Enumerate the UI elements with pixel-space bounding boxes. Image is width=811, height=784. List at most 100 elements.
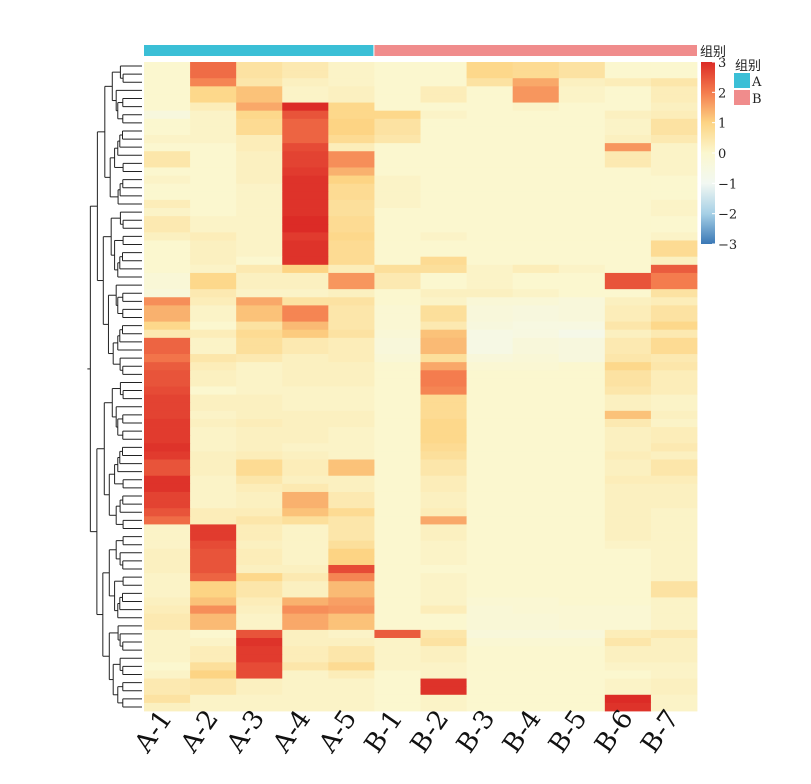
heatmap-cell [512, 305, 560, 314]
heatmap-cell [604, 94, 652, 103]
heatmap-cell [374, 386, 421, 396]
heatmap-cell [650, 524, 698, 533]
heatmap-cell [604, 70, 652, 79]
heatmap-cell [466, 573, 514, 582]
heatmap-cell [282, 256, 329, 266]
heatmap-cell [420, 183, 467, 193]
heatmap-cell [190, 589, 237, 598]
heatmap-cell [374, 694, 421, 704]
heatmap-cell [420, 621, 467, 631]
heatmap-cell [144, 159, 191, 168]
heatmap-cells [144, 62, 698, 712]
heatmap-cell [190, 402, 237, 412]
heatmap-cell [144, 654, 191, 663]
heatmap-cell [190, 540, 237, 550]
heatmap-cell [420, 143, 467, 152]
heatmap-cell [328, 86, 375, 95]
heatmap-cell [144, 694, 191, 704]
heatmap-cell [374, 394, 421, 404]
heatmap-cell [282, 370, 329, 379]
heatmap-cell [236, 589, 283, 598]
heatmap-cell [190, 159, 237, 168]
heatmap-cell [190, 289, 237, 298]
heatmap-cell [236, 670, 283, 679]
heatmap-cell [558, 670, 606, 679]
heatmap-cell [374, 581, 421, 590]
heatmap-cell [558, 126, 606, 136]
heatmap-cell [374, 240, 421, 249]
heatmap-cell [466, 605, 514, 615]
heatmap-cell [604, 483, 652, 493]
heatmap-cell [144, 305, 191, 314]
heatmap-cell [144, 491, 191, 501]
heatmap-cell [374, 370, 421, 379]
heatmap-cell [650, 264, 698, 274]
heatmap-cell [190, 232, 237, 241]
heatmap-cell [282, 394, 329, 404]
heatmap-cell [236, 573, 283, 582]
heatmap-cell [604, 256, 652, 266]
heatmap-cell [466, 264, 514, 274]
heatmap-cell [466, 281, 514, 290]
heatmap-cell [282, 329, 329, 339]
heatmap-cell [374, 362, 421, 371]
heatmap-cell [420, 313, 467, 322]
heatmap-cell [190, 581, 237, 590]
heatmap-cell [512, 313, 560, 322]
heatmap-cell [558, 410, 606, 420]
heatmap-cell [144, 135, 191, 144]
heatmap-cell [650, 459, 698, 469]
heatmap-cell [604, 410, 652, 420]
heatmap-cell [512, 443, 560, 452]
heatmap-cell [420, 597, 467, 606]
heatmap-cell [190, 686, 237, 696]
heatmap-cell [558, 272, 606, 282]
heatmap-cell [328, 362, 375, 371]
heatmap-cell [604, 581, 652, 590]
heatmap-cell [558, 208, 606, 217]
heatmap-cell [420, 637, 467, 647]
heatmap-cell [512, 199, 560, 209]
heatmap-cell [466, 110, 514, 120]
heatmap-cell [282, 135, 329, 144]
heatmap-cell [236, 216, 283, 225]
heatmap-cell [420, 232, 467, 241]
heatmap-cell [328, 597, 375, 606]
heatmap-cell [650, 702, 698, 712]
heatmap-cell [466, 670, 514, 679]
heatmap-cell [282, 402, 329, 412]
colorbar-tick-label: −2 [718, 208, 737, 223]
heatmap-cell [144, 378, 191, 387]
heatmap-cell [466, 199, 514, 209]
heatmap-cell [328, 337, 375, 347]
heatmap-cell [282, 500, 329, 509]
heatmap-cell [420, 394, 467, 404]
heatmap-cell [374, 208, 421, 217]
heatmap-cell [558, 183, 606, 193]
heatmap-cell [144, 597, 191, 606]
heatmap-cell [420, 94, 467, 103]
heatmap-cell [190, 135, 237, 144]
heatmap-cell [328, 451, 375, 460]
heatmap-cell [604, 272, 652, 282]
heatmap-cell [604, 110, 652, 120]
heatmap-cell [512, 354, 560, 363]
heatmap-cell [144, 500, 191, 509]
heatmap-cell [604, 248, 652, 258]
heatmap-cell [328, 418, 375, 428]
heatmap-cell [144, 564, 191, 574]
heatmap-cell [466, 532, 514, 542]
heatmap-cell [236, 232, 283, 241]
heatmap-cell [236, 443, 283, 452]
heatmap-cell [512, 646, 560, 655]
heatmap-cell [190, 678, 237, 688]
heatmap-cell [512, 135, 560, 144]
heatmap-cell [558, 305, 606, 314]
heatmap-cell [374, 86, 421, 95]
heatmap-cell [328, 248, 375, 258]
heatmap-cell [466, 702, 514, 712]
heatmap-cell [512, 540, 560, 550]
heatmap-cell [282, 459, 329, 469]
heatmap-cell [144, 548, 191, 558]
heatmap-cell [512, 370, 560, 379]
